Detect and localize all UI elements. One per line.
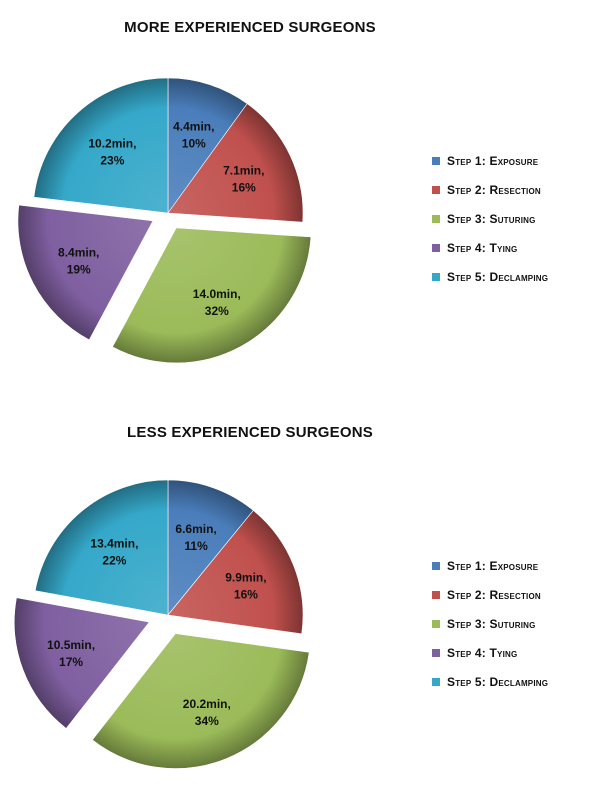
legend-label: Step 4: Tying <box>447 240 518 255</box>
legend-item-step-4: Step 4: Tying <box>432 233 548 262</box>
legend-label: Step 3: Suturing <box>447 211 536 226</box>
legend-label: Step 3: Suturing <box>447 616 536 631</box>
pie-chart-more-experienced: MORE EXPERIENCED SURGEONS 4.4min, 10% 7.1m… <box>0 0 590 400</box>
pie-slice-step-5 <box>34 479 169 616</box>
legend-item-step-2: Step 2: Resection <box>432 175 548 204</box>
legend: Step 1: Exposure Step 2: Resection Step 3:… <box>432 551 548 696</box>
pie-slice-step-3 <box>91 633 310 769</box>
legend-item-step-2: Step 2: Resection <box>432 580 548 609</box>
legend-swatch <box>432 243 440 252</box>
legend-swatch <box>432 677 440 686</box>
data-label-step-5: 13.4min, 22% <box>90 537 138 568</box>
pie-chart-less-experienced: LESS EXPERIENCED SURGEONS 6.6min, 11% 9.9m… <box>0 405 590 805</box>
pie-slice-step-2 <box>167 103 304 223</box>
legend-item-step-1: Step 1: Exposure <box>432 146 548 175</box>
legend-label: Step 2: Resection <box>447 182 541 197</box>
legend-label: Step 4: Tying <box>447 645 518 660</box>
pie-slice-step-4 <box>14 597 150 729</box>
chart-title: MORE EXPERIENCED SURGEONS <box>124 19 376 36</box>
data-label-step-5: 10.2min, 23% <box>88 136 136 167</box>
data-label-step-3: 20.2min, 34% <box>183 697 231 728</box>
legend-label: Step 5: Declamping <box>447 269 549 284</box>
legend-item-step-3: Step 3: Suturing <box>432 204 548 233</box>
data-label-step-3: 14.0min, 32% <box>193 287 241 318</box>
pie-slice-step-2 <box>167 509 304 635</box>
pie-slice-step-3 <box>112 227 312 364</box>
legend: Step 1: Exposure Step 2: Resection Step 3:… <box>432 146 548 291</box>
legend-swatch <box>432 561 440 570</box>
legend-item-step-5: Step 5: Declamping <box>432 262 548 291</box>
legend-item-step-5: Step 5: Declamping <box>432 667 548 696</box>
data-label-step-2: 7.1min, 16% <box>223 163 264 194</box>
pie-slice-step-4 <box>17 204 154 341</box>
legend-swatch <box>432 272 440 281</box>
pie-slice-step-1 <box>167 77 248 214</box>
legend-item-step-3: Step 3: Suturing <box>432 609 548 638</box>
legend-swatch <box>432 619 440 628</box>
data-label-step-1: 6.6min, 11% <box>175 522 216 553</box>
data-label-step-2: 9.9min, 16% <box>225 570 266 601</box>
legend-swatch <box>432 648 440 657</box>
legend-swatch <box>432 156 440 165</box>
legend-swatch <box>432 590 440 599</box>
legend-label: Step 1: Exposure <box>447 153 539 168</box>
legend-label: Step 2: Resection <box>447 587 541 602</box>
legend-swatch <box>432 185 440 194</box>
data-label-step-1: 4.4min, 10% <box>173 119 214 150</box>
chart-title: LESS EXPERIENCED SURGEONS <box>127 424 373 441</box>
legend-item-step-1: Step 1: Exposure <box>432 551 548 580</box>
legend-swatch <box>432 214 440 223</box>
pie-plot-area: 4.4min, 10% 7.1min, 16% 14.0min, 32% 8.4min, 19… <box>17 77 312 364</box>
pie-plot-area: 6.6min, 11% 9.9min, 16% 20.2min, 34% 10.5min, 1… <box>14 479 310 769</box>
data-label-step-4: 10.5min, 17% <box>47 638 95 669</box>
pie-slice-step-5 <box>33 77 169 214</box>
data-label-step-4: 8.4min, 19% <box>58 246 99 277</box>
pie-slice-step-1 <box>167 479 254 616</box>
legend-item-step-4: Step 4: Tying <box>432 638 548 667</box>
legend-label: Step 5: Declamping <box>447 674 549 689</box>
legend-label: Step 1: Exposure <box>447 558 539 573</box>
